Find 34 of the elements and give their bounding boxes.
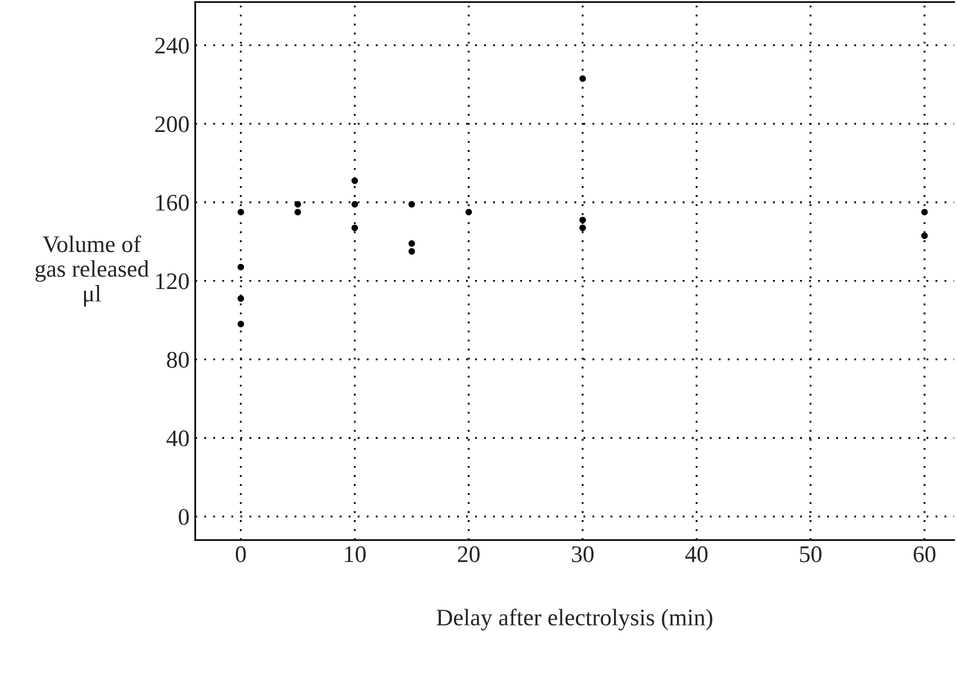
point xyxy=(238,208,244,216)
y-tick-label: 240 xyxy=(155,38,189,54)
x-tick-label: 50 xyxy=(800,546,822,562)
point xyxy=(408,240,415,247)
point xyxy=(294,208,302,216)
point xyxy=(408,248,415,255)
point xyxy=(579,216,586,224)
point xyxy=(238,264,244,270)
point xyxy=(352,177,358,184)
point xyxy=(352,201,358,208)
y-tick-label: 80 xyxy=(166,352,189,368)
x-tick-label: 20 xyxy=(458,546,480,562)
x-tick-label: 10 xyxy=(345,546,366,562)
point xyxy=(921,208,928,216)
y-tick-label: 160 xyxy=(156,194,189,211)
x-axis-title: Delay after electrolysis (min) xyxy=(436,608,712,630)
point xyxy=(579,224,586,232)
point xyxy=(921,232,928,239)
x-tick-label: 40 xyxy=(685,546,708,562)
point xyxy=(294,201,302,208)
x-tick-label: 60 xyxy=(914,546,936,562)
y-tick-label: 40 xyxy=(166,430,189,446)
point xyxy=(238,320,244,328)
x-tick-label: 30 xyxy=(572,546,594,562)
y-tick-label: 0 xyxy=(178,508,189,525)
point xyxy=(238,295,244,302)
y-tick-label: 200 xyxy=(155,116,189,132)
y-axis-title: Volume of gas released μl xyxy=(35,235,149,306)
point xyxy=(465,208,472,216)
x-tick-label: 0 xyxy=(236,546,246,562)
point xyxy=(579,75,586,82)
point xyxy=(352,224,358,232)
point xyxy=(408,201,415,208)
y-tick-label: 120 xyxy=(156,273,189,290)
